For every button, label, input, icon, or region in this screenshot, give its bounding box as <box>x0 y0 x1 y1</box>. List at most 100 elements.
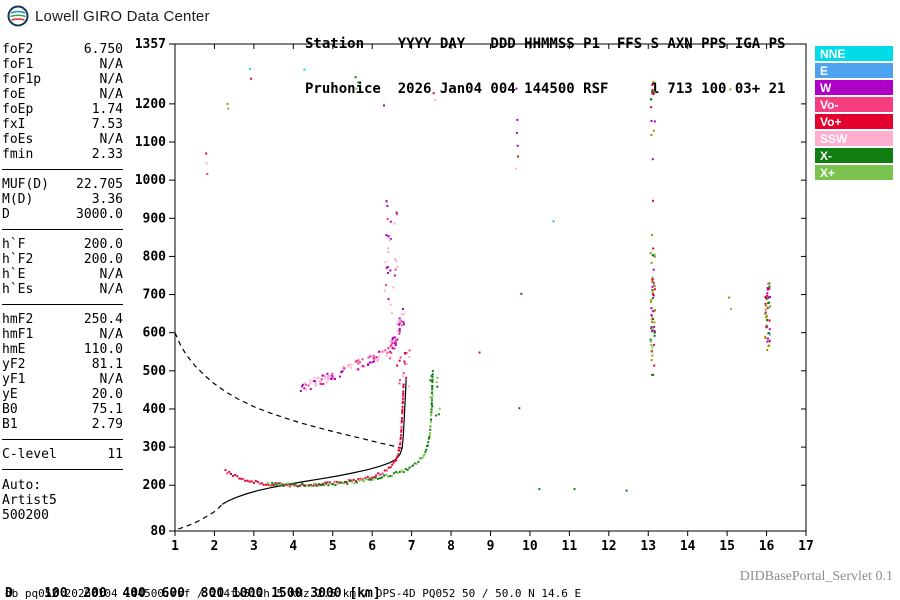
parameter-value: 2.33 <box>91 147 123 162</box>
parameter-row: D 3000.0 <box>2 207 123 222</box>
autoscaling-label: Auto: <box>2 478 42 493</box>
parameter-value: 20.0 <box>91 387 123 402</box>
parameter-row: h`E N/A <box>2 267 123 282</box>
parameter-label: yF1 <box>2 372 26 387</box>
legend-label: X- <box>820 148 832 163</box>
plot-border <box>174 43 807 532</box>
parameter-row: yF1 N/A <box>2 372 123 387</box>
x-mode-trace <box>266 370 434 488</box>
muf-distances-row: D 100 200 400 600 800 1000 1500 3000 [km… <box>5 586 381 600</box>
parameter-label: hmF2 <box>2 312 34 327</box>
legend-label: Vo- <box>820 97 839 112</box>
parameter-label: yE <box>2 387 18 402</box>
artist-version: Artist5 <box>2 493 57 508</box>
muf-table: D 100 200 400 600 800 1000 1500 3000 [km… <box>5 556 389 600</box>
parameter-group: MUF(D) 22.705 M(D) 3.36 D 3000.0 <box>2 170 123 230</box>
parameter-label: foF2 <box>2 42 34 57</box>
y-tick-label: 1357 <box>135 38 166 52</box>
servlet-version-label: DIDBasePortal_Servlet 0.1 <box>739 569 893 584</box>
header-line-2: Pruhonice 2026 Jan04 004 144500 RSF 1 71… <box>305 81 786 97</box>
parameter-value: N/A <box>99 72 123 87</box>
parameter-group: hmF2 250.4 hmF1 N/A hmE 110.0 yF2 81.1 yF1 N/A yE 2… <box>2 305 123 440</box>
x-tick-label: 15 <box>719 539 735 554</box>
rfi-13mhz-upper <box>650 80 656 101</box>
legend-label: SSW <box>820 131 848 146</box>
y-tick-label: 1000 <box>135 173 166 188</box>
parameter-value: N/A <box>99 132 123 147</box>
legend-label: X+ <box>820 165 836 180</box>
parameter-row: fxI 7.53 <box>2 117 123 132</box>
ionogram-plot: 8020030040050060070080090010001100120013… <box>135 38 814 554</box>
x-tick-label: 16 <box>759 539 775 554</box>
rfi-16mhz-main <box>764 282 772 343</box>
parameter-value: 7.53 <box>91 117 123 132</box>
parameter-row: M(D) 3.36 <box>2 192 123 207</box>
parameter-row: B1 2.79 <box>2 417 123 432</box>
y-tick-label: 1100 <box>135 135 166 150</box>
legend-item-nne: NNE <box>815 46 893 61</box>
parameter-label: h`F2 <box>2 252 34 267</box>
parameter-label: h`E <box>2 267 26 282</box>
parameter-row: yF2 81.1 <box>2 357 123 372</box>
electron-density-profile <box>222 379 407 505</box>
parameter-label: M(D) <box>2 192 34 207</box>
spread-f-column <box>383 200 399 315</box>
legend-item-vo-plus: Vo+ <box>815 114 893 129</box>
x-tick-label: 13 <box>640 539 656 554</box>
x-tick-label: 4 <box>289 539 297 554</box>
parameter-label: B0 <box>2 402 18 417</box>
parameter-label: hmE <box>2 342 26 357</box>
parameter-row: h`F2 200.0 <box>2 252 123 267</box>
parameter-row: hmF2 250.4 <box>2 312 123 327</box>
x-tick-label: 1 <box>171 539 179 554</box>
second-hop-band <box>299 346 391 392</box>
parameter-row: h`F 200.0 <box>2 237 123 252</box>
parameter-value: 22.705 <box>76 177 123 192</box>
parameter-row: foEs N/A <box>2 132 123 147</box>
second-hop-rise <box>389 308 406 360</box>
legend-item-x-minus: X- <box>815 148 893 163</box>
parameter-value: 2.79 <box>91 417 123 432</box>
file-info-line: db pq052 20260104 144500.rsf / 214fx512h… <box>5 587 582 600</box>
parameter-row: C-level 11 <box>2 447 123 462</box>
parameter-label: B1 <box>2 417 18 432</box>
parameter-group: h`F 200.0 h`F2 200.0 h`E N/A h`Es N/A <box>2 230 123 305</box>
x-tick-label: 5 <box>329 539 337 554</box>
x-tick-label: 2 <box>211 539 219 554</box>
y-tick-label: 600 <box>143 326 167 341</box>
parameter-row: yE 20.0 <box>2 387 123 402</box>
parameter-row: foE N/A <box>2 87 123 102</box>
parameter-row: foF1p N/A <box>2 72 123 87</box>
parameter-value: N/A <box>99 327 123 342</box>
echo-status-legend: NNE E W Vo- Vo+ SSW X- X+ <box>815 46 893 182</box>
parameter-label: C-level <box>2 447 57 462</box>
parameter-label: yF2 <box>2 357 26 372</box>
muf-transmission-curve <box>174 332 402 449</box>
parameter-value: 1.74 <box>91 102 123 117</box>
parameter-group: foF2 6.750 foF1 N/A foF1p N/A foE N/A foEp 1.74 fx… <box>2 40 123 170</box>
parameter-value: 75.1 <box>91 402 123 417</box>
parameter-label: D <box>2 207 10 222</box>
parameter-label: foF1 <box>2 57 34 72</box>
giro-logo-icon <box>7 5 29 27</box>
x-tick-label: 14 <box>680 539 696 554</box>
parameter-row: h`Es N/A <box>2 282 123 297</box>
rfi-13mhz-mid <box>650 106 656 250</box>
y-tick-label: 1200 <box>135 97 166 112</box>
y-tick-label: 200 <box>143 478 167 493</box>
y-tick-label: 80 <box>150 524 166 539</box>
parameter-row: foF2 6.750 <box>2 42 123 57</box>
parameter-value: 200.0 <box>83 237 123 252</box>
parameter-row: hmF1 N/A <box>2 327 123 342</box>
y-tick-label: 500 <box>143 364 167 379</box>
parameter-label: foEp <box>2 102 34 117</box>
x-tick-label: 10 <box>522 539 538 554</box>
parameter-value: N/A <box>99 372 123 387</box>
profile-model-dashed <box>178 504 222 530</box>
parameter-value: 81.1 <box>91 357 123 372</box>
parameter-value: 3000.0 <box>76 207 123 222</box>
y-tick-label: 300 <box>143 440 167 455</box>
parameter-label: fxI <box>2 117 26 132</box>
legend-item-x-plus: X+ <box>815 165 893 180</box>
